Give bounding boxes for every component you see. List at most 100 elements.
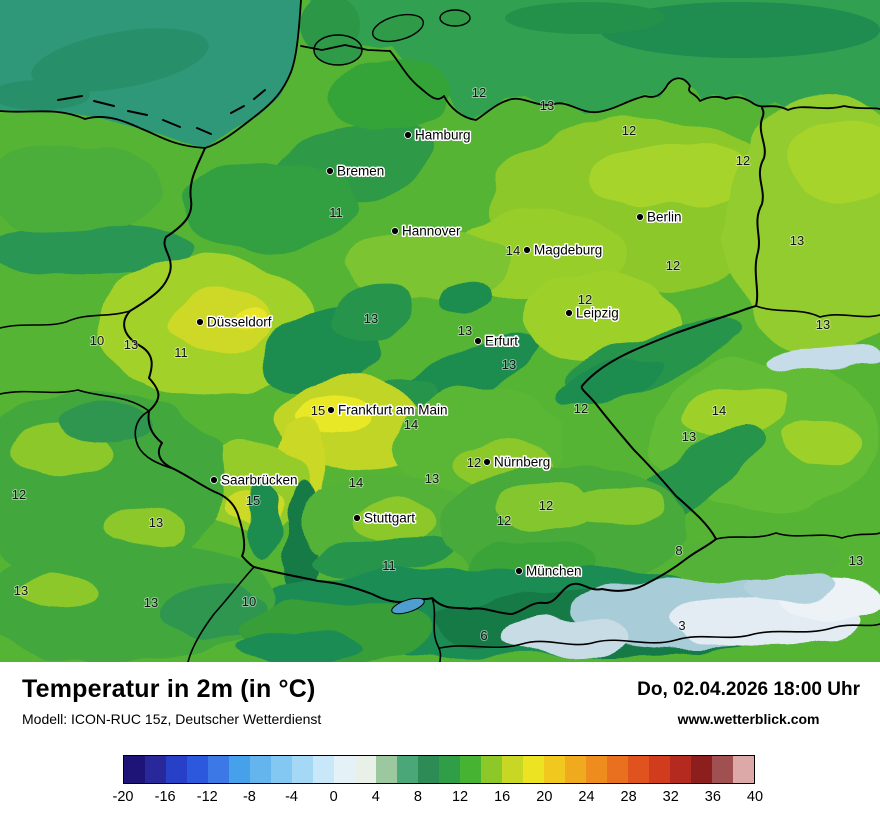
city-label: Stuttgart bbox=[364, 511, 415, 526]
temperature-value: 12 bbox=[666, 258, 680, 273]
temperature-value: 14 bbox=[404, 417, 418, 432]
city-dot-icon bbox=[565, 309, 573, 317]
legend-tick: 0 bbox=[329, 789, 338, 805]
temperature-value: 3 bbox=[678, 618, 685, 633]
legend-tick: -12 bbox=[196, 789, 218, 805]
temperature-value: 13 bbox=[849, 553, 863, 568]
temperature-value: 11 bbox=[382, 558, 396, 573]
temperature-value: 11 bbox=[174, 345, 188, 360]
city-dot-icon bbox=[636, 213, 644, 221]
temperature-value: 13 bbox=[540, 98, 554, 113]
city-marker-leipzig: Leipzig bbox=[565, 304, 620, 322]
temperature-value: 10 bbox=[90, 333, 104, 348]
temperature-value: 12 bbox=[578, 292, 592, 307]
city-label: Magdeburg bbox=[534, 243, 602, 258]
islands-layer bbox=[313, 9, 471, 66]
city-marker-berlin: Berlin bbox=[636, 208, 683, 226]
city-label: Hamburg bbox=[415, 128, 471, 143]
temperature-value: 6 bbox=[480, 628, 487, 643]
city-label: Hannover bbox=[402, 224, 461, 239]
temperature-value: 13 bbox=[149, 515, 163, 530]
city-label: Berlin bbox=[647, 210, 682, 225]
temperature-value: 13 bbox=[144, 595, 158, 610]
city-dot-icon bbox=[196, 318, 204, 326]
title-block: Temperatur in 2m (in °C) Modell: ICON-RU… bbox=[22, 675, 321, 727]
temperature-value: 12 bbox=[574, 401, 588, 416]
city-label: Erfurt bbox=[485, 334, 518, 349]
temperature-value: 13 bbox=[458, 323, 472, 338]
city-label: Nürnberg bbox=[494, 455, 550, 470]
city-dot-icon bbox=[523, 246, 531, 254]
city-label: Bremen bbox=[337, 164, 384, 179]
city-marker-m-nchen: München bbox=[515, 562, 583, 580]
legend-tick: 16 bbox=[494, 789, 511, 805]
temperature-value: 12 bbox=[539, 498, 553, 513]
page-title: Temperatur in 2m (in °C) bbox=[22, 675, 316, 703]
city-label: München bbox=[526, 564, 582, 579]
temperature-value: 15 bbox=[311, 403, 325, 418]
temperature-value: 13 bbox=[790, 233, 804, 248]
temperature-value: 12 bbox=[467, 455, 481, 470]
weather-map: 12 13 12 12 11 14 12 13 12 13 13 13 10 13 11 13 15 14 12 14… bbox=[0, 0, 880, 662]
website-link[interactable]: www.wetterblick.com bbox=[677, 711, 820, 727]
city-label: Düsseldorf bbox=[207, 315, 272, 330]
city-dot-icon bbox=[353, 514, 361, 522]
temperature-value: 13 bbox=[682, 429, 696, 444]
legend-tick: 36 bbox=[704, 789, 721, 805]
temperature-value: 11 bbox=[329, 205, 343, 220]
city-marker-stuttgart: Stuttgart bbox=[353, 509, 417, 527]
sea-layer bbox=[0, 0, 880, 148]
city-dot-icon bbox=[474, 337, 482, 345]
temperature-value: 12 bbox=[472, 85, 486, 100]
city-marker-hamburg: Hamburg bbox=[404, 126, 472, 144]
legend-tick: 20 bbox=[536, 789, 553, 805]
city-label: Saarbrücken bbox=[221, 473, 298, 488]
temperature-value: 13 bbox=[364, 311, 378, 326]
legend-tick-labels: -20 -16 -12 -8 -4 0 4 8 12 16 20 24 28 32 36 40 bbox=[113, 789, 764, 809]
temperature-value: 13 bbox=[816, 317, 830, 332]
temperature-legend: -20 -16 -12 -8 -4 0 4 8 12 16 20 24 28 32 36 40 bbox=[113, 755, 764, 809]
legend-tick: -8 bbox=[242, 789, 256, 805]
temperature-value: 10 bbox=[242, 594, 256, 609]
legend-tick: 28 bbox=[620, 789, 637, 805]
temperature-value: 13 bbox=[425, 471, 439, 486]
legend-tick: -16 bbox=[154, 789, 176, 805]
city-markers-layer: Hamburg Bremen Hannover Berlin Magdeburg Düss… bbox=[196, 126, 683, 580]
city-dot-icon bbox=[391, 227, 399, 235]
info-row: Temperatur in 2m (in °C) Modell: ICON-RU… bbox=[22, 675, 860, 727]
city-dot-icon bbox=[515, 567, 523, 575]
temperature-value: 12 bbox=[497, 513, 511, 528]
temperature-values-layer: 12 13 12 12 11 14 12 13 12 13 13 13 10 13 11 13 15 14 12 14… bbox=[11, 84, 864, 644]
temperature-value: 13 bbox=[124, 337, 138, 352]
legend-tick: 32 bbox=[662, 789, 679, 805]
city-marker-hannover: Hannover bbox=[391, 222, 463, 240]
legend-tick: 24 bbox=[578, 789, 595, 805]
lake-constance bbox=[391, 597, 425, 615]
city-dot-icon bbox=[404, 131, 412, 139]
city-marker-n-rnberg: Nürnberg bbox=[483, 453, 552, 471]
temperature-value: 13 bbox=[502, 357, 516, 372]
city-dot-icon bbox=[210, 476, 218, 484]
legend-colorbar bbox=[123, 755, 755, 784]
temperature-value: 12 bbox=[622, 123, 636, 138]
legend-tick: 8 bbox=[413, 789, 422, 805]
borders-layer bbox=[0, 0, 880, 662]
city-marker-frankfurt-am-main: Frankfurt am Main bbox=[327, 401, 449, 419]
temperature-value: 12 bbox=[12, 487, 26, 502]
city-dot-icon bbox=[327, 406, 335, 414]
legend-tick: 4 bbox=[371, 789, 380, 805]
temperature-value: 14 bbox=[506, 243, 520, 258]
temperature-map-svg: 12 13 12 12 11 14 12 13 12 13 13 13 10 13 11 13 15 14 12 14… bbox=[0, 0, 880, 662]
city-marker-saarbr-cken: Saarbrücken bbox=[210, 471, 299, 489]
legend-tick: 12 bbox=[451, 789, 469, 805]
city-marker-magdeburg: Magdeburg bbox=[523, 241, 604, 259]
city-dot-icon bbox=[483, 458, 491, 466]
city-marker-erfurt: Erfurt bbox=[474, 332, 520, 350]
temperature-value: 15 bbox=[246, 493, 260, 508]
city-label: Frankfurt am Main bbox=[338, 403, 448, 418]
temperature-value: 14 bbox=[712, 403, 726, 418]
city-marker-bremen: Bremen bbox=[326, 162, 386, 180]
legend-tick: -4 bbox=[285, 789, 298, 805]
city-marker-d-sseldorf: Düsseldorf bbox=[196, 313, 273, 331]
temperature-value: 14 bbox=[349, 475, 363, 490]
